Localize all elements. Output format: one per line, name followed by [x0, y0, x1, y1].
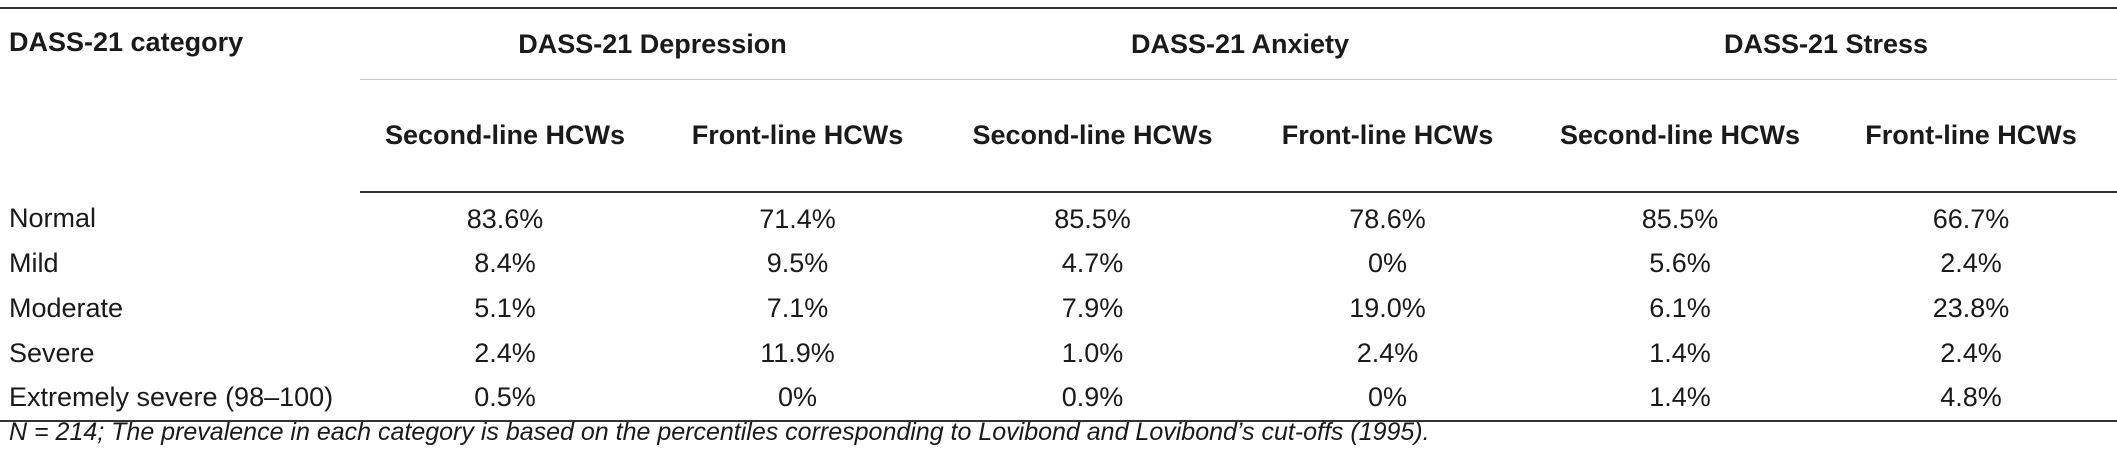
row-label: Moderate [9, 292, 124, 323]
subheader-stress-front-line: Front-line HCWs [1825, 79, 2117, 193]
table-cell: 2.4% [474, 337, 536, 368]
group-header-row: DASS-21 category DASS-21 Depression DASS… [0, 8, 2117, 80]
row-label: Mild [9, 248, 59, 279]
subheader-anxiety-front-line: Front-line HCWs [1240, 79, 1536, 193]
table-cell: 2.4% [1940, 248, 2002, 279]
table-cell: 2.4% [1940, 337, 2002, 368]
row-label: Normal [9, 203, 97, 234]
subheader-depression-second-line: Second-line HCWs [360, 79, 650, 193]
subheader-anxiety-second-line: Second-line HCWs [945, 79, 1240, 193]
table-cell: 4.8% [1825, 375, 2117, 422]
table-cell: 0.9% [945, 375, 1240, 422]
table-cell: 5.1% [474, 292, 536, 323]
table-cell: 83.6% [466, 203, 544, 234]
group-header-anxiety: DASS-21 Anxiety [945, 8, 1536, 80]
table-row: Moderate 5.1% 7.1% 7.9% 19.0% 6.1% 23.8% [0, 286, 2117, 331]
table-cell: 66.7% [1932, 203, 2010, 234]
table-cell: 1.4% [1535, 375, 1826, 422]
table-row: Extremely severe (98–100) 0.5% 0% 0.9% 0… [0, 375, 2117, 422]
table-cell: 0.5% [360, 375, 650, 422]
table-row: Severe 2.4% 11.9% 1.0% 2.4% 1.4% 2.4% [0, 331, 2117, 376]
table-cell: 1.0% [1061, 337, 1124, 368]
table-footnote: N = 214; The prevalence in each category… [9, 418, 1430, 446]
table-row: Normal 83.6% 71.4% 85.5% 78.6% 85.5% 66.… [0, 192, 2117, 242]
table-cell: 19.0% [1349, 292, 1426, 323]
row-label: Severe [9, 337, 95, 368]
corner-header: DASS-21 category [9, 27, 244, 57]
table-cell: 6.1% [1649, 292, 1711, 323]
table-cell: 0% [1240, 375, 1536, 422]
table-cell: 11.9% [760, 337, 835, 368]
group-header-depression: DASS-21 Depression [360, 8, 945, 80]
table-cell: 71.4% [759, 203, 836, 234]
table-cell: 7.1% [766, 292, 829, 323]
table-cell: 0% [650, 375, 945, 422]
table-cell: 0% [1367, 248, 1408, 279]
row-label: Extremely severe (98–100) [0, 375, 360, 422]
table-row: Mild 8.4% 9.5% 4.7% 0% 5.6% 2.4% [0, 242, 2117, 287]
table-cell: 5.6% [1649, 248, 1711, 279]
table-cell: 2.4% [1356, 337, 1419, 368]
table-cell: 1.4% [1649, 337, 1711, 368]
table-cell: 85.5% [1641, 203, 1719, 234]
subheader-depression-front-line: Front-line HCWs [650, 79, 945, 193]
table-cell: 85.5% [1054, 203, 1131, 234]
table-cell: 8.4% [474, 248, 536, 279]
table-cell: 9.5% [766, 248, 829, 279]
group-header-stress: DASS-21 Stress [1535, 8, 2117, 80]
dass21-results-table: DASS-21 category DASS-21 Depression DASS… [0, 7, 2117, 422]
table-cell: 7.9% [1061, 292, 1124, 323]
table-cell: 23.8% [1932, 292, 2010, 323]
table-cell: 4.7% [1061, 248, 1124, 279]
subheader-stress-second-line: Second-line HCWs [1535, 79, 1826, 193]
table-cell: 78.6% [1349, 203, 1426, 234]
subheader-row: Second-line HCWs Front-line HCWs Second-… [0, 79, 2117, 193]
